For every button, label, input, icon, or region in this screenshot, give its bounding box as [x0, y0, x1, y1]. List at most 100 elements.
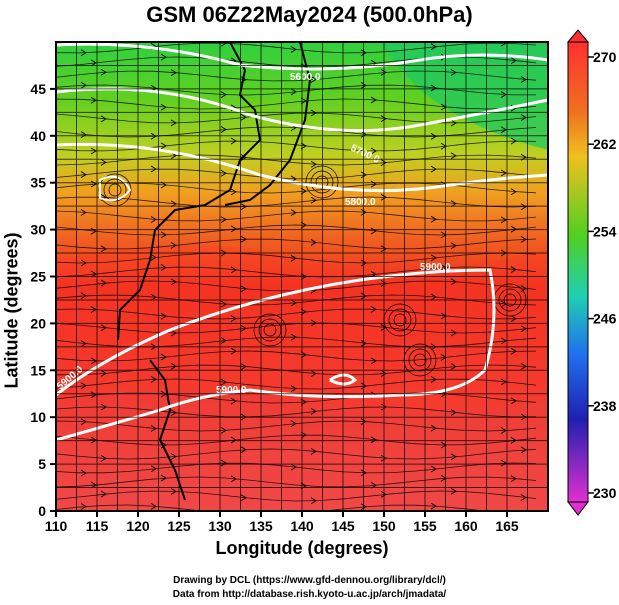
streamline: [56, 112, 537, 124]
streamline-arrow: [500, 216, 507, 224]
streamline-arrow: [220, 216, 227, 224]
streamline-arrow: [450, 278, 457, 286]
streamline: [56, 490, 537, 502]
streamline-arrow: [160, 264, 167, 271]
streamline-arrow: [230, 436, 237, 444]
streamline-arrow: [300, 142, 307, 150]
x-tick-label: 115: [86, 518, 109, 534]
streamline-arrow: [360, 171, 367, 179]
streamline-arrow: [450, 69, 457, 76]
streamline-arrow: [80, 131, 87, 139]
streamline-arrow: [430, 43, 437, 51]
streamline-arrow: [80, 292, 87, 300]
streamline-arrow: [100, 403, 107, 411]
streamline-arrow: [300, 221, 307, 229]
coastline-asia: [117, 42, 262, 341]
streamline-arrow: [520, 362, 527, 370]
streamline: [56, 308, 537, 320]
streamline-arrow: [90, 436, 97, 444]
colorbar-tick-label: 246: [593, 311, 617, 327]
x-tick-label: 125: [167, 518, 191, 534]
y-tick-label: 30: [30, 222, 46, 238]
y-tick-label: 40: [30, 128, 46, 144]
streamline-arrow: [370, 227, 377, 235]
streamline-arrow: [450, 487, 457, 495]
coastline-philippines: [149, 359, 186, 501]
streamline-arrow: [160, 474, 167, 482]
streamline-arrow: [100, 490, 107, 498]
contour-label-5600: 5600.0: [290, 72, 321, 83]
streamline-arrow: [450, 200, 457, 207]
streamline-arrow: [150, 425, 157, 432]
streamline-arrow: [290, 254, 297, 262]
streamline-arrow: [510, 57, 517, 65]
streamline-arrow: [170, 242, 177, 249]
streamline-arrow: [520, 114, 527, 121]
streamline-arrow: [510, 347, 517, 355]
streamline-arrow: [510, 315, 517, 323]
contour-label-5900-b: 5900.0: [216, 385, 247, 396]
streamline-arrow: [160, 103, 167, 111]
streamline-arrow: [360, 469, 367, 477]
streamline: [56, 406, 537, 418]
streamline-arrow: [290, 88, 297, 96]
streamline-arrow: [160, 312, 167, 320]
streamline-arrow: [360, 292, 367, 300]
streamline-arrow: [290, 420, 297, 427]
streamline-arrow: [370, 306, 377, 313]
streamline-arrow: [310, 196, 317, 204]
streamline-arrow: [100, 279, 107, 287]
streamline-arrow: [370, 147, 377, 155]
y-axis: 0 5 10 15 20 25 30 35 40 45: [30, 81, 56, 519]
streamline-arrow: [230, 266, 237, 274]
streamline-arrow: [310, 160, 317, 168]
streamline-arrow: [100, 115, 107, 123]
streamline-arrow: [450, 119, 457, 127]
x-tick-label: 135: [249, 518, 273, 534]
streamline-swirl: [253, 313, 287, 347]
streamline-arrow: [230, 137, 237, 145]
streamline-arrow: [430, 424, 437, 432]
streamline-arrow: [230, 347, 237, 355]
streamline-arrow: [380, 403, 387, 411]
streamline-arrow: [380, 454, 387, 462]
streamline-arrow: [80, 81, 87, 89]
streamline-arrow: [310, 76, 317, 83]
streamline-arrow: [240, 235, 247, 243]
streamline-arrow: [520, 76, 527, 83]
streamline: [56, 322, 537, 334]
streamline-arrow: [150, 502, 157, 510]
streamline-arrow: [220, 426, 227, 434]
streamline-arrow: [520, 235, 527, 243]
streamline-arrow: [430, 215, 437, 223]
streamline-arrow: [500, 126, 507, 134]
streamline-arrow: [170, 409, 177, 417]
colorbar-tick-label: 254: [593, 223, 617, 239]
streamline-arrow: [80, 382, 87, 390]
chart-title: GSM 06Z22May2024 (500.0hPa): [146, 2, 473, 27]
streamline-arrow: [360, 259, 367, 267]
streamline-arrow: [380, 159, 387, 167]
streamline-arrow: [430, 293, 437, 301]
streamline-arrow: [290, 385, 297, 393]
streamline: [56, 378, 537, 390]
y-tick-label: 35: [30, 175, 46, 191]
streamline-arrow: [430, 502, 437, 510]
streamline-arrow: [500, 169, 507, 177]
contour-label-5800: 5800.0: [345, 197, 376, 208]
streamline-arrow: [380, 115, 387, 122]
streamline-arrow: [240, 363, 247, 370]
streamline-arrow: [150, 465, 157, 473]
streamline-arrow: [160, 53, 167, 61]
streamline-arrow: [430, 133, 437, 140]
streamline-arrow: [500, 378, 507, 386]
streamline-arrow: [500, 42, 507, 47]
streamline-arrow: [100, 369, 107, 377]
streamline-swirl: [388, 308, 412, 332]
streamline-arrow: [170, 69, 177, 77]
streamline-arrow: [310, 407, 317, 415]
streamline: [56, 126, 537, 138]
coastline-japan: [224, 42, 312, 206]
streamline: [56, 476, 537, 488]
streamline-arrow: [80, 259, 87, 267]
